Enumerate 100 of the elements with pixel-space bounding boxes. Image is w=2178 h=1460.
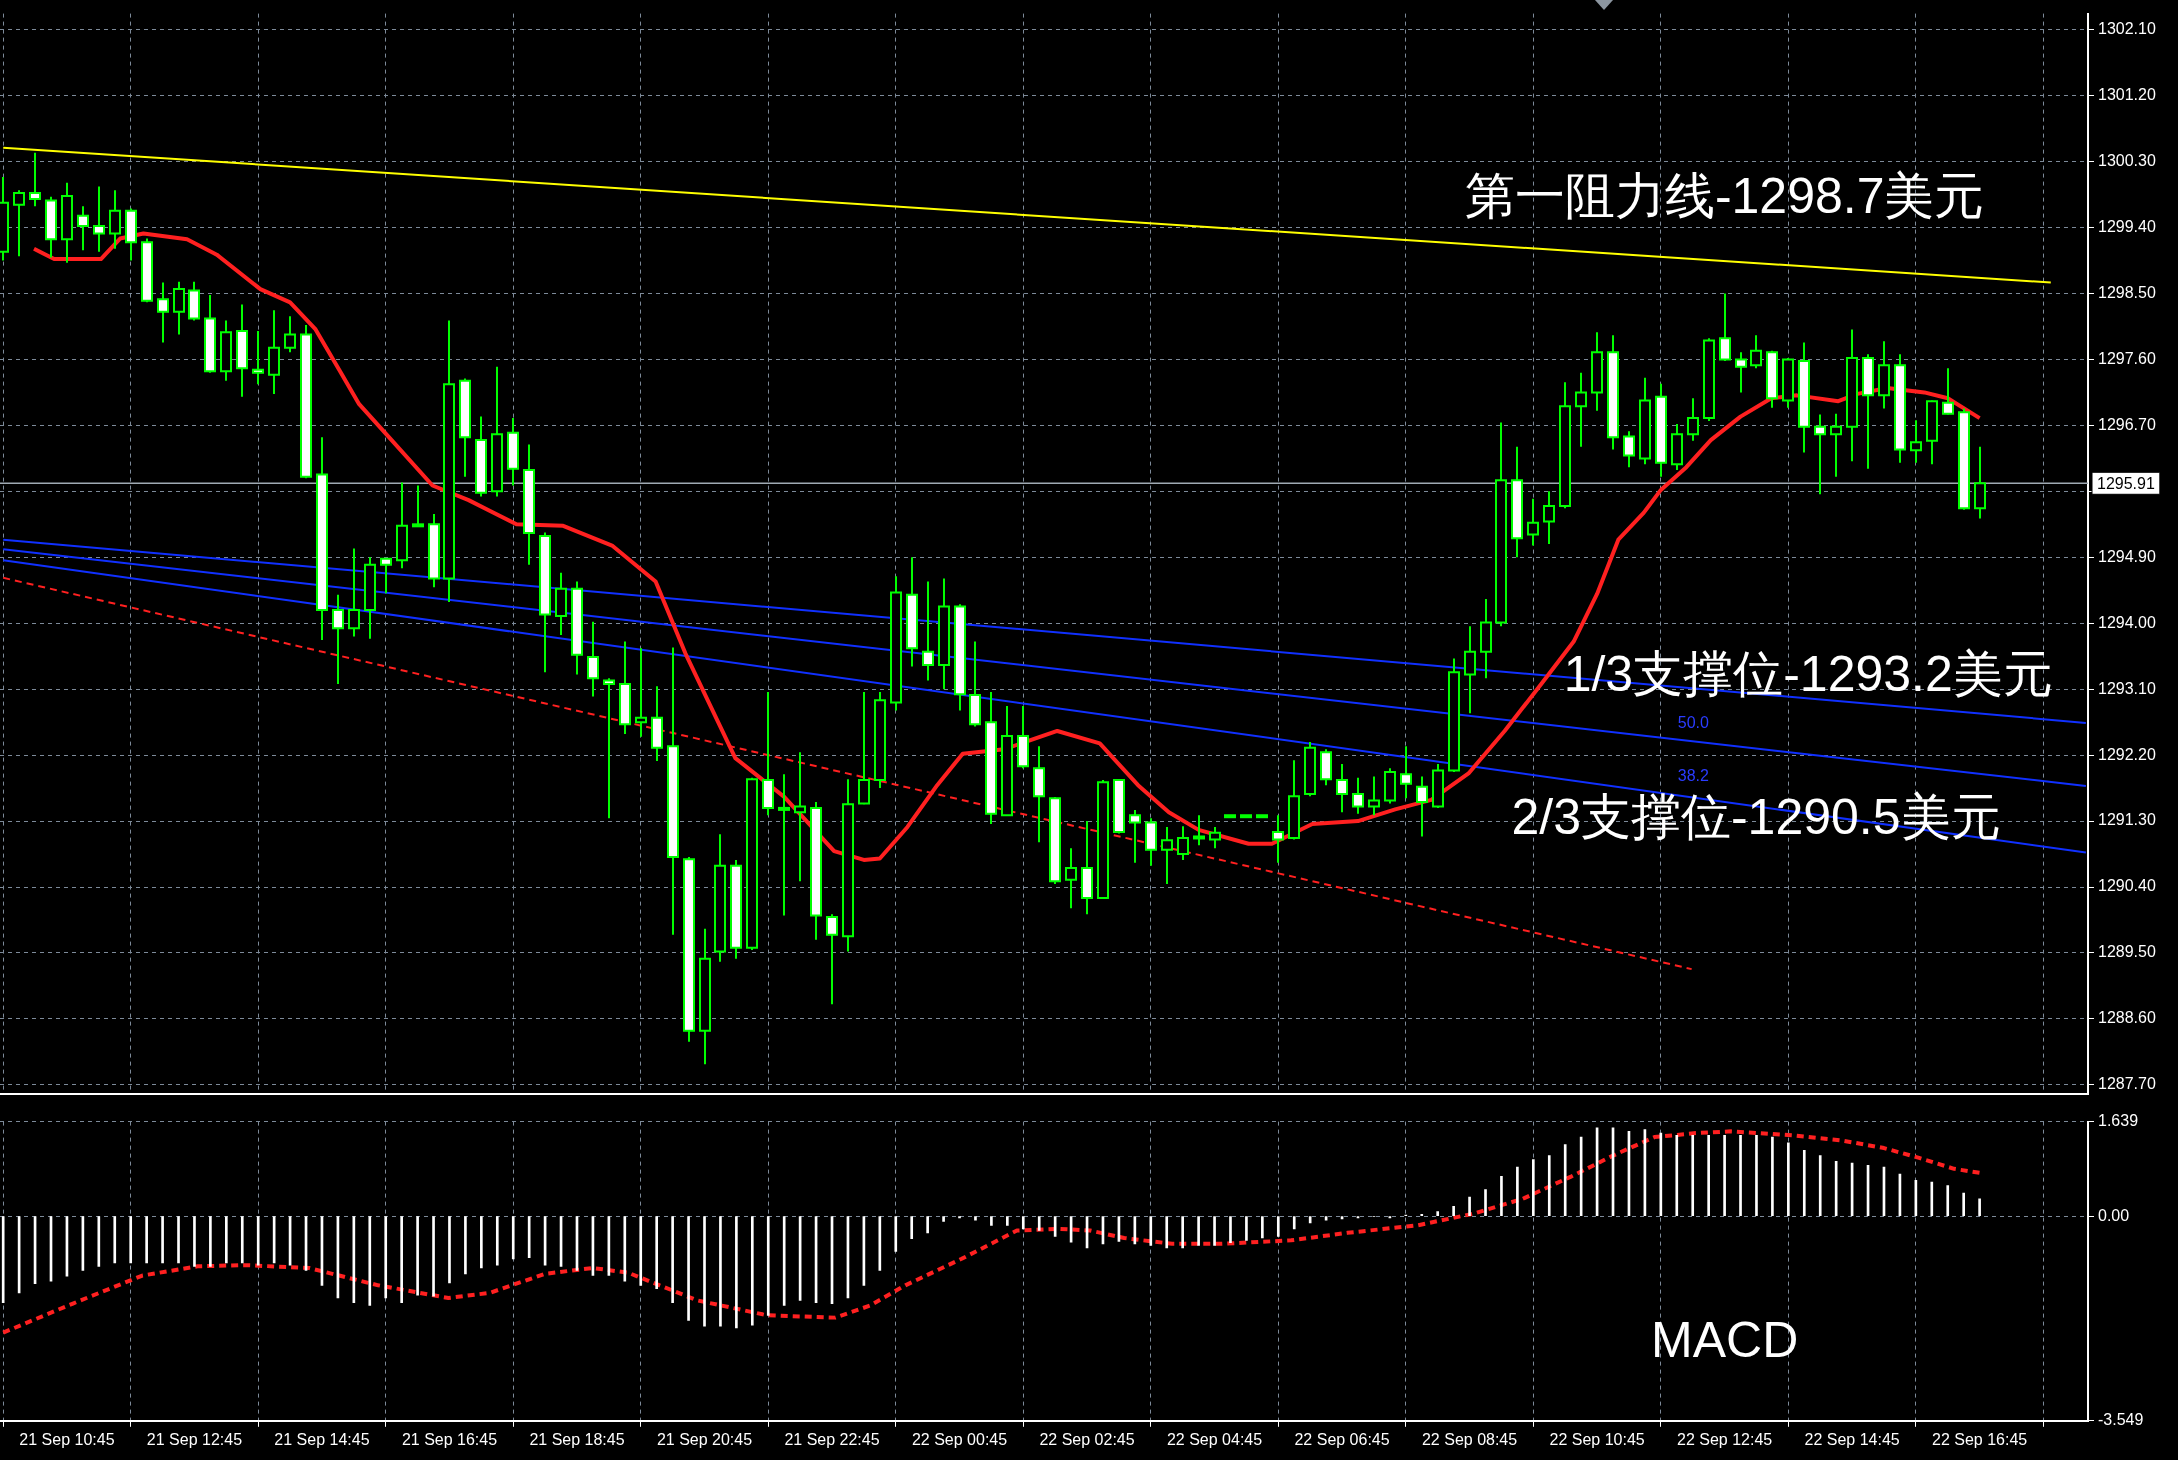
bar (1691, 1135, 1695, 1216)
candlestick (1336, 762, 1348, 814)
y-tick-label: 1288.60 (2098, 1009, 2156, 1027)
bar (766, 1216, 770, 1316)
bar (639, 1216, 643, 1286)
candlestick (380, 557, 392, 595)
bar (177, 1216, 180, 1264)
bar (1547, 1155, 1551, 1216)
bar (145, 1216, 148, 1264)
y-tick-label: 1302.10 (2098, 20, 2156, 38)
bar (655, 1216, 659, 1290)
candlestick (1623, 430, 1635, 469)
bar (432, 1216, 435, 1297)
bar (225, 1216, 228, 1264)
candlestick (1464, 625, 1476, 715)
x-tick-label: 22 Sep 04:45 (1166, 1430, 1263, 1448)
bar (129, 1216, 133, 1264)
y-tick-label: 1299.40 (2098, 217, 2156, 235)
candlestick (635, 647, 647, 738)
y-tick-label: 1294.90 (2098, 547, 2156, 565)
candlestick (93, 185, 105, 253)
x-tick-label: 22 Sep 00:45 (911, 1430, 1008, 1448)
x-tick-label: 22 Sep 06:45 (1294, 1430, 1390, 1448)
candlestick (1416, 775, 1428, 838)
bar (1308, 1216, 1312, 1224)
bar (1, 1216, 5, 1303)
candlestick (1352, 776, 1364, 815)
bar (416, 1216, 419, 1296)
y-tick-label: 1289.50 (2098, 943, 2156, 961)
candlestick (1814, 413, 1826, 496)
bar (1930, 1181, 1934, 1216)
candlestick (1193, 814, 1205, 847)
y-tick-label: 1300.30 (2098, 152, 2156, 170)
bar (990, 1216, 993, 1226)
bar (1563, 1144, 1567, 1216)
candlestick (922, 580, 934, 682)
bar (511, 1216, 515, 1260)
candlestick (858, 691, 870, 806)
x-tick-label: 21 Sep 12:45 (146, 1430, 243, 1448)
bar (1276, 1216, 1280, 1237)
candlestick (109, 189, 121, 250)
y-tick-label: 0.00 (2098, 1206, 2130, 1224)
bar (974, 1216, 977, 1221)
candlestick (1687, 397, 1699, 442)
bar (1484, 1189, 1487, 1216)
x-tick-label: 21 Sep 16:45 (401, 1430, 498, 1448)
y-tick-label: 1294.00 (2098, 613, 2156, 631)
candlestick (1719, 292, 1731, 362)
candlestick (1400, 745, 1412, 800)
bar (735, 1216, 738, 1329)
bar (878, 1216, 882, 1271)
x-tick-label: 22 Sep 02:45 (1039, 1430, 1135, 1448)
bar (384, 1216, 388, 1299)
ref-line-label: 1295.91 (2097, 474, 2155, 492)
bar (926, 1216, 929, 1234)
candlestick (1129, 809, 1141, 864)
candlestick (29, 151, 41, 208)
candlestick (252, 329, 264, 386)
bar (1436, 1211, 1440, 1216)
bar (1946, 1185, 1950, 1216)
bar (1787, 1142, 1790, 1216)
bar (1707, 1135, 1710, 1216)
bar (703, 1216, 706, 1327)
x-tick-label: 21 Sep 20:45 (656, 1430, 753, 1448)
candlestick (157, 281, 169, 344)
bar (671, 1216, 674, 1303)
bar (1181, 1216, 1184, 1249)
bar (1021, 1216, 1025, 1230)
bar (1818, 1155, 1822, 1216)
candlestick (1527, 497, 1539, 547)
bar (1723, 1135, 1726, 1216)
candlestick (1161, 825, 1173, 886)
x-tick-label: 22 Sep 12:45 (1676, 1430, 1773, 1448)
candlestick (332, 593, 344, 686)
annotation: 50.0 (1677, 714, 1710, 732)
candlestick (1942, 367, 1954, 416)
bar (495, 1216, 499, 1266)
bar (1292, 1216, 1296, 1230)
bar (719, 1216, 722, 1327)
candlestick (1272, 814, 1284, 864)
bar (1500, 1176, 1503, 1216)
x-tick-label: 22 Sep 14:45 (1804, 1430, 1900, 1448)
bar (161, 1216, 164, 1264)
bar (894, 1216, 898, 1252)
x-tick-label: 21 Sep 14:45 (274, 1430, 370, 1448)
bar (209, 1216, 212, 1267)
bar (1229, 1216, 1232, 1243)
y-tick-label: 1297.60 (2098, 349, 2156, 367)
annotation: 第一阻力线-1298.7美元 (1464, 168, 1985, 225)
bar (193, 1216, 196, 1267)
candlestick (1543, 490, 1555, 546)
candlestick (826, 913, 838, 1006)
candlestick (77, 205, 89, 252)
bar (1675, 1135, 1679, 1216)
bar (1739, 1135, 1742, 1216)
bar (113, 1216, 117, 1264)
y-tick-label: 1301.20 (2098, 86, 2156, 104)
candlestick (1575, 371, 1587, 448)
bar (1037, 1216, 1041, 1231)
bar (1978, 1198, 1981, 1216)
